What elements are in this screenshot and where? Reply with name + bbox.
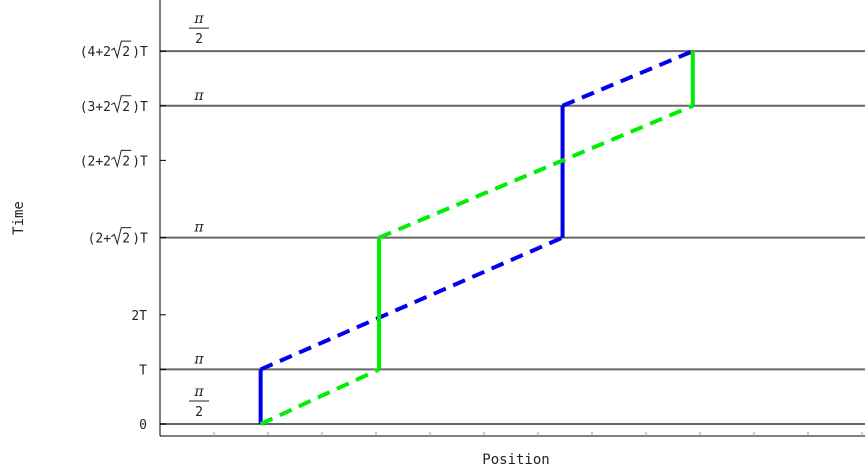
pulse-label-pi: π [193,88,204,104]
fraction-denominator: 2 [195,32,203,47]
y-tick-label: 2T [131,309,147,324]
fraction-numerator: π [193,384,204,400]
sqrt-sign-icon [111,40,132,59]
y-tick-label: T [139,363,147,378]
tick-label-suffix: )T [132,232,148,247]
y-tick-label: (3+2 2)T [80,95,148,115]
tick-label-radicand: 2 [122,232,130,247]
sqrt-sign-icon [111,227,132,246]
tick-label-prefix: (3+2 [80,100,111,115]
path-segment-blue-dashed [259,235,564,372]
path-segment-green-dashed [259,367,380,426]
tick-label-radicand: 2 [122,45,130,60]
axes [159,0,865,437]
y-tick-label: (2+ 2)T [88,227,148,247]
tick-label-radicand: 2 [122,100,130,115]
fraction-numerator: π [193,11,204,27]
pulse-label-pi: π [193,351,204,367]
y-axis-label: Time [11,201,27,235]
path-segment-blue-dashed [561,49,694,108]
pulse-lines [160,50,865,425]
tick-label-suffix: )T [132,154,148,169]
y-tick-label: 0 [139,418,147,433]
y-tick-label: (4+2 2)T [80,40,148,60]
tick-label-prefix: (4+2 [80,45,111,60]
path-segment-green-dashed [378,103,694,240]
tick-label-prefix: (2+ [88,232,112,247]
sqrt-sign-icon [111,95,132,114]
fraction-denominator: 2 [195,405,203,420]
y-tick-label: (2+2 2)T [80,149,148,169]
pulse-label-half-pi: π2 [189,11,209,47]
tick-label-suffix: )T [132,45,148,60]
tick-label-radicand: 2 [122,154,130,169]
pulse-label-pi: π [193,220,204,236]
sqrt-sign-icon [111,149,132,169]
tick-label-prefix: (2+2 [80,154,111,169]
pulse-label-half-pi: π2 [189,384,209,420]
trajectory-paths [258,49,695,426]
x-axis-label: Position [482,452,549,468]
tick-label-suffix: )T [132,100,148,115]
